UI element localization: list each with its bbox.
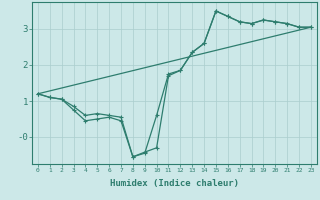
X-axis label: Humidex (Indice chaleur): Humidex (Indice chaleur) [110,179,239,188]
